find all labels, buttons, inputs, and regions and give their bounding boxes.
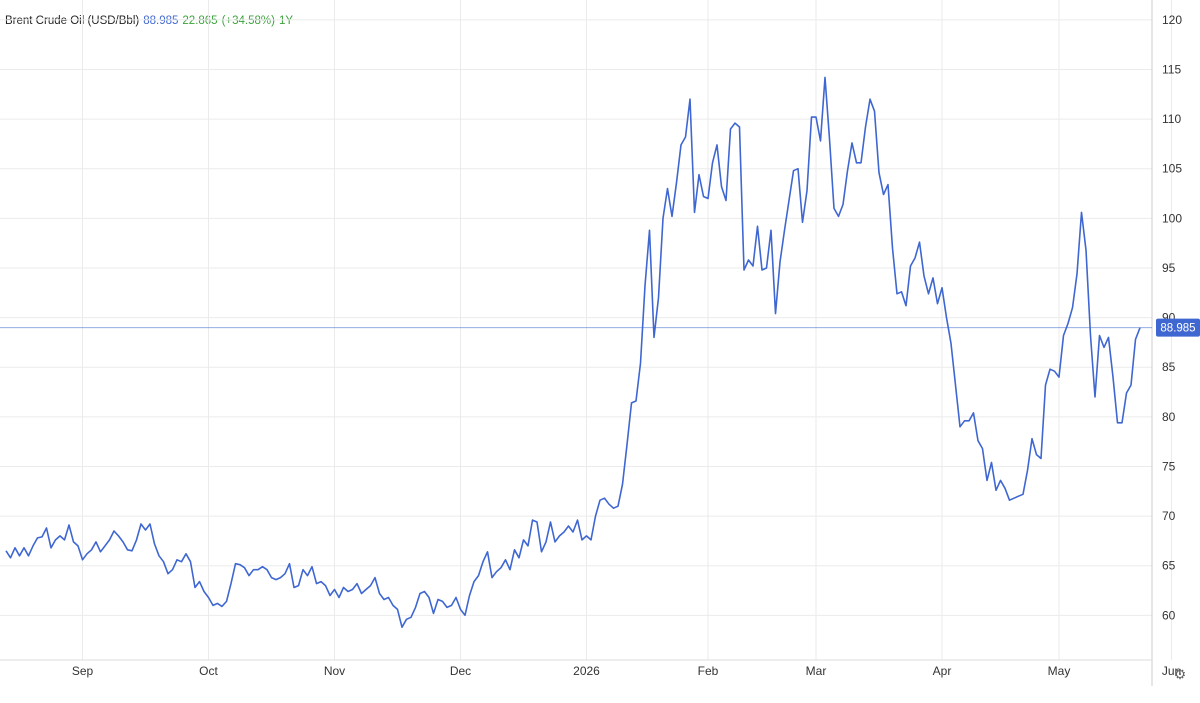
plot-area[interactable] — [0, 76, 1152, 628]
y-tick-label: 85 — [1162, 360, 1176, 374]
y-tick-label: 100 — [1162, 211, 1182, 225]
instrument-name: Brent Crude Oil (USD/Bbl) — [5, 15, 140, 27]
price-change-percent: (+34.58%) — [221, 15, 275, 27]
y-tick-label: 60 — [1162, 608, 1176, 622]
y-tick-label: 105 — [1162, 162, 1182, 176]
y-tick-label: 120 — [1162, 13, 1182, 27]
price-tag-layer: 88.985 — [1156, 318, 1200, 337]
y-tick-label: 65 — [1162, 559, 1176, 573]
y-tick-label: 70 — [1162, 509, 1176, 523]
x-tick-label: Mar — [806, 664, 827, 678]
y-tick-label: 110 — [1162, 112, 1181, 126]
period-selector[interactable]: 1Y — [278, 15, 294, 27]
y-tick-label: 75 — [1162, 459, 1176, 473]
y-tick-label: 80 — [1162, 410, 1176, 424]
y-tick-label: 95 — [1162, 261, 1176, 275]
price-tag — [1156, 318, 1200, 337]
x-tick-label: May — [1048, 664, 1071, 678]
chart-header: Brent Crude Oil (USD/Bbl) 88.985 22.865 (+3… — [5, 15, 297, 27]
x-tick-label: Feb — [698, 664, 719, 678]
x-tick-label: Sep — [72, 664, 94, 678]
x-tick-label: Nov — [324, 664, 345, 678]
price-tag-label: 88.985 — [1160, 323, 1195, 335]
last-price: 88.985 — [143, 15, 179, 27]
x-tick-label: Apr — [933, 664, 952, 678]
series-line[interactable] — [5, 76, 1141, 628]
gear-icon[interactable]: ⚙ — [1173, 666, 1187, 682]
x-tick-label: Oct — [199, 664, 218, 678]
x-tick-label: Jun — [1162, 664, 1181, 678]
x-tick-label: Dec — [450, 664, 471, 678]
grid — [0, 0, 1172, 660]
y-tick-label: 115 — [1162, 62, 1181, 76]
x-tick-label: 2026 — [573, 664, 600, 678]
